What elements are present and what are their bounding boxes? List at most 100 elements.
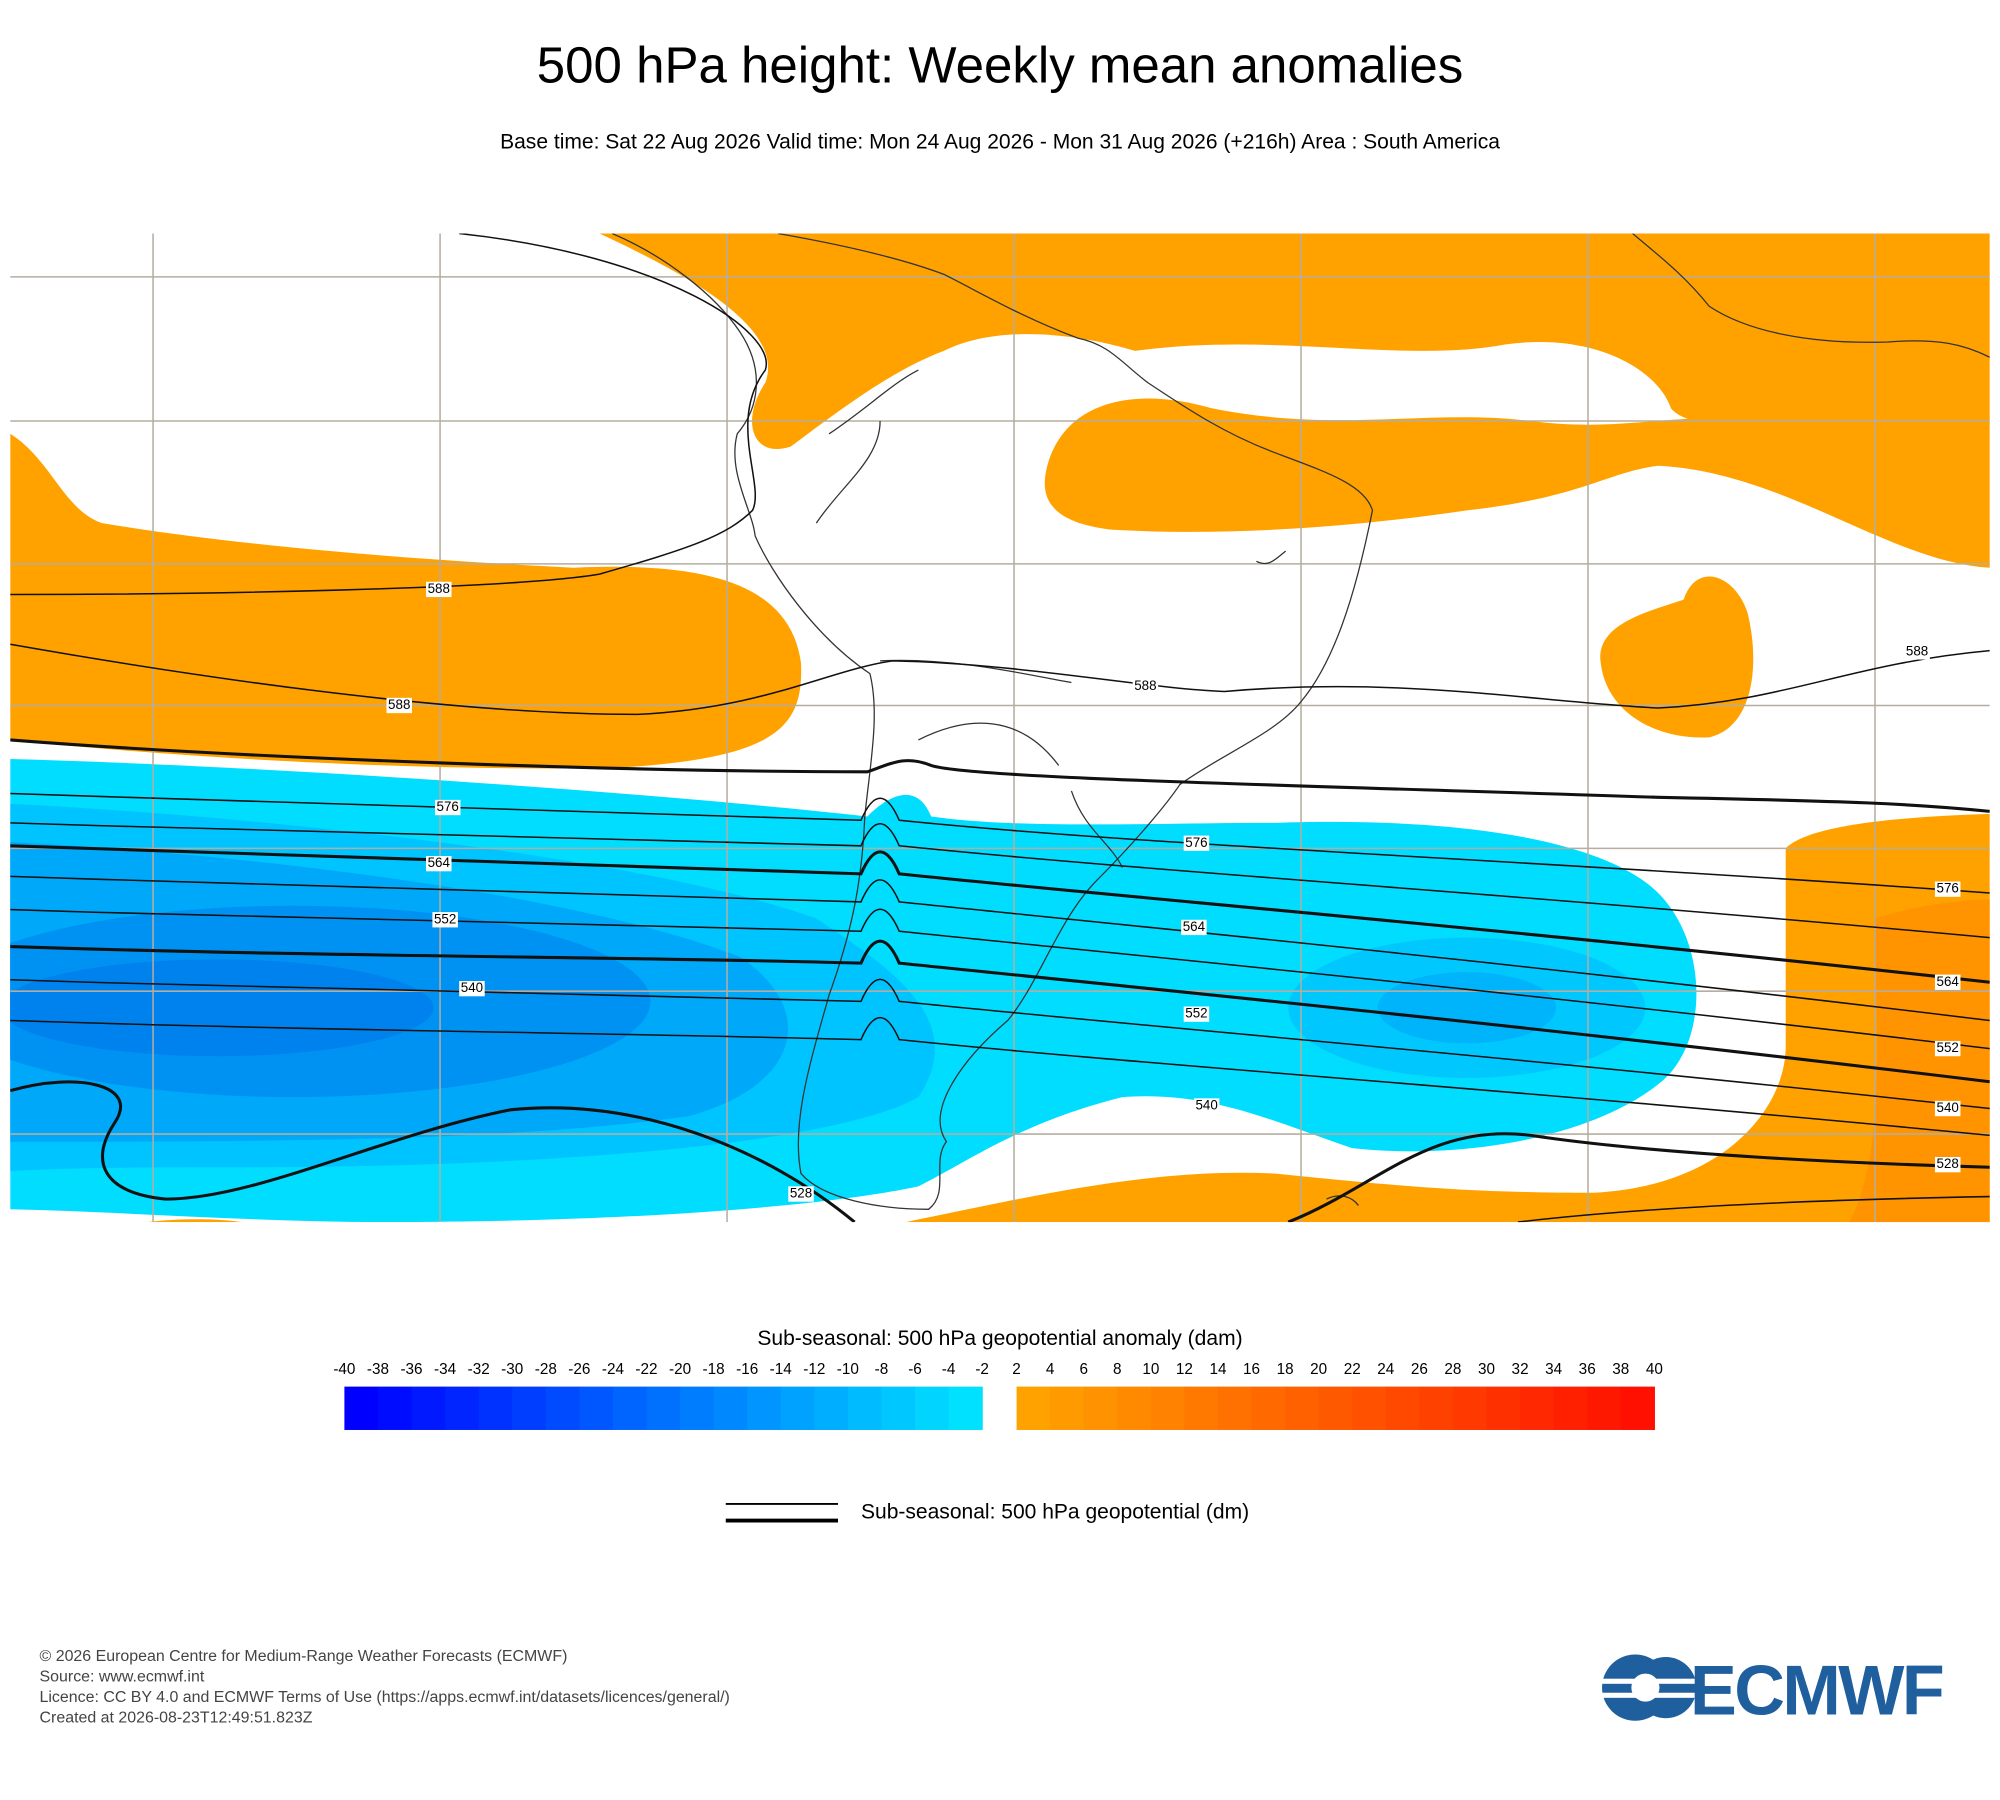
colorbar-tick-label: 4 [1046, 1361, 1055, 1378]
colorbar-tick-label: 16 [1243, 1361, 1260, 1378]
colorbar-tick-label: -28 [535, 1361, 557, 1378]
negative-anomaly-part [10, 959, 434, 1057]
colorbar-tick-label: 22 [1344, 1361, 1361, 1378]
contour-label-bg [426, 855, 452, 872]
contour-label-bg [1183, 835, 1210, 851]
contour-label: 552 [1937, 1040, 1959, 1055]
colorbar-swatch [948, 1386, 983, 1430]
contours-part [10, 233, 768, 596]
colorbar-tick-label: -24 [602, 1361, 625, 1378]
contour-line [10, 939, 1990, 1084]
colorbar-swatch [1251, 1386, 1286, 1430]
footer: © 2026 European Centre for Medium-Range … [40, 1648, 730, 1726]
colorbar-tick-label: 8 [1113, 1361, 1122, 1378]
colorbar-swatch [1050, 1386, 1085, 1430]
positive-anomaly-part [146, 1219, 243, 1223]
contour-line [10, 822, 1990, 939]
colorbar-swatch [646, 1386, 681, 1430]
contour-label-bg [1934, 881, 1961, 897]
colorbar-swatch [881, 1386, 916, 1430]
logo: ECMWF [1594, 1650, 1945, 1729]
colorbar-tick-label: -22 [635, 1361, 657, 1378]
contour-label-bg [1132, 678, 1159, 695]
colorbar-tick-label: -6 [908, 1361, 922, 1378]
coastline-part [611, 233, 1374, 1210]
colorbar-tick-label: -16 [736, 1361, 758, 1378]
contour-label: 552 [434, 911, 456, 926]
colorbar-swatch [411, 1386, 446, 1430]
colorbar-tick-label: 28 [1444, 1361, 1461, 1378]
colorbar-swatch [680, 1386, 715, 1430]
colorbar-tick-label: -18 [703, 1361, 725, 1378]
colorbar-swatch [1486, 1386, 1521, 1430]
colorbar-tick-label: -30 [501, 1361, 523, 1378]
contour-label: 588 [1906, 643, 1928, 658]
legend: Sub-seasonal: 500 hPa geopotential (dm) [725, 1500, 1249, 1523]
contour-label-bg [434, 799, 461, 816]
colorbar-tick-label: -32 [468, 1361, 490, 1378]
colorbar-swatch [579, 1386, 614, 1430]
colorbar-tick-label: 20 [1310, 1361, 1327, 1378]
negative-anomaly [10, 759, 1697, 1223]
colorbar-tick-label: -20 [669, 1361, 691, 1378]
contours [10, 233, 1990, 1223]
contour-label: 588 [388, 697, 410, 712]
contour-label-bg [432, 912, 458, 928]
contour-line [10, 875, 1990, 1022]
footer-line: Source: www.ecmwf.int [40, 1669, 205, 1686]
colorbar-swatch [780, 1386, 815, 1430]
contour-label-bg [426, 581, 452, 598]
colorbar: Sub-seasonal: 500 hPa geopotential anoma… [333, 1327, 1663, 1430]
contour-label-bg [1183, 1006, 1210, 1022]
colorbar-swatch [713, 1386, 748, 1430]
contour-label-bg [1934, 1040, 1961, 1057]
subtitle: Base time: Sat 22 Aug 2026 Valid time: M… [500, 131, 1500, 154]
contours-part [1517, 1195, 1990, 1223]
colorbar-swatch [915, 1386, 950, 1430]
contour-label-bg [1904, 644, 1930, 660]
colorbar-tick-label: -26 [568, 1361, 590, 1378]
colorbar-swatch [1520, 1386, 1555, 1430]
contours-part [1287, 1132, 1990, 1223]
coastline-part [1632, 233, 1990, 358]
colorbar-tick-label: -12 [803, 1361, 825, 1378]
coastline [611, 233, 1990, 1210]
contour-label-bg [386, 697, 412, 714]
colorbar-swatch [1385, 1386, 1421, 1430]
contour-line [10, 792, 1990, 894]
colorbar-swatch [1083, 1386, 1118, 1430]
contour-label-bg [788, 1186, 814, 1202]
colorbar-swatch [1318, 1386, 1353, 1430]
logo-mark [1631, 1673, 1660, 1702]
colorbar-swatch [1620, 1386, 1655, 1430]
contour-label-bg [1193, 1098, 1220, 1114]
colorbar-swatch [1117, 1386, 1152, 1430]
colorbar-tick-label: -38 [367, 1361, 389, 1378]
footer-line: Created at 2026-08-23T12:49:51.823Z [40, 1709, 313, 1726]
colorbar-swatch [1285, 1386, 1320, 1430]
contour-label: 576 [1937, 881, 1959, 896]
contour-line [10, 978, 1990, 1110]
legend-label: Sub-seasonal: 500 hPa geopotential (dm) [861, 1500, 1249, 1523]
colorbar-swatch [1452, 1386, 1488, 1430]
colorbar-tick-label: 40 [1646, 1361, 1663, 1378]
positive-anomaly-part [10, 433, 802, 769]
colorbar-tick-label: -4 [942, 1361, 956, 1378]
colorbar-swatch [1016, 1386, 1051, 1430]
colorbar-swatch [747, 1386, 782, 1430]
contour-label: 564 [428, 855, 451, 870]
contours-part [10, 643, 1990, 716]
positive-anomaly-part [1600, 576, 1754, 738]
colorbar-tick-label: 38 [1612, 1361, 1629, 1378]
colorbar-tick-label: 12 [1176, 1361, 1193, 1378]
colorbar-tick-label: 36 [1579, 1361, 1596, 1378]
coastline-part [815, 369, 1124, 868]
colorbar-tick-label: -40 [333, 1361, 355, 1378]
footer-line: Licence: CC BY 4.0 and ECMWF Terms of Us… [40, 1689, 730, 1706]
contour-label: 540 [461, 980, 483, 995]
contour-label: 588 [1134, 678, 1156, 693]
contour-label: 564 [1937, 974, 1960, 989]
colorbar-tick-label: 14 [1209, 1361, 1227, 1378]
contour-labels: 588 588 588 588 576 576 576 564 564 564 552 552 552 5… [386, 581, 1961, 1202]
